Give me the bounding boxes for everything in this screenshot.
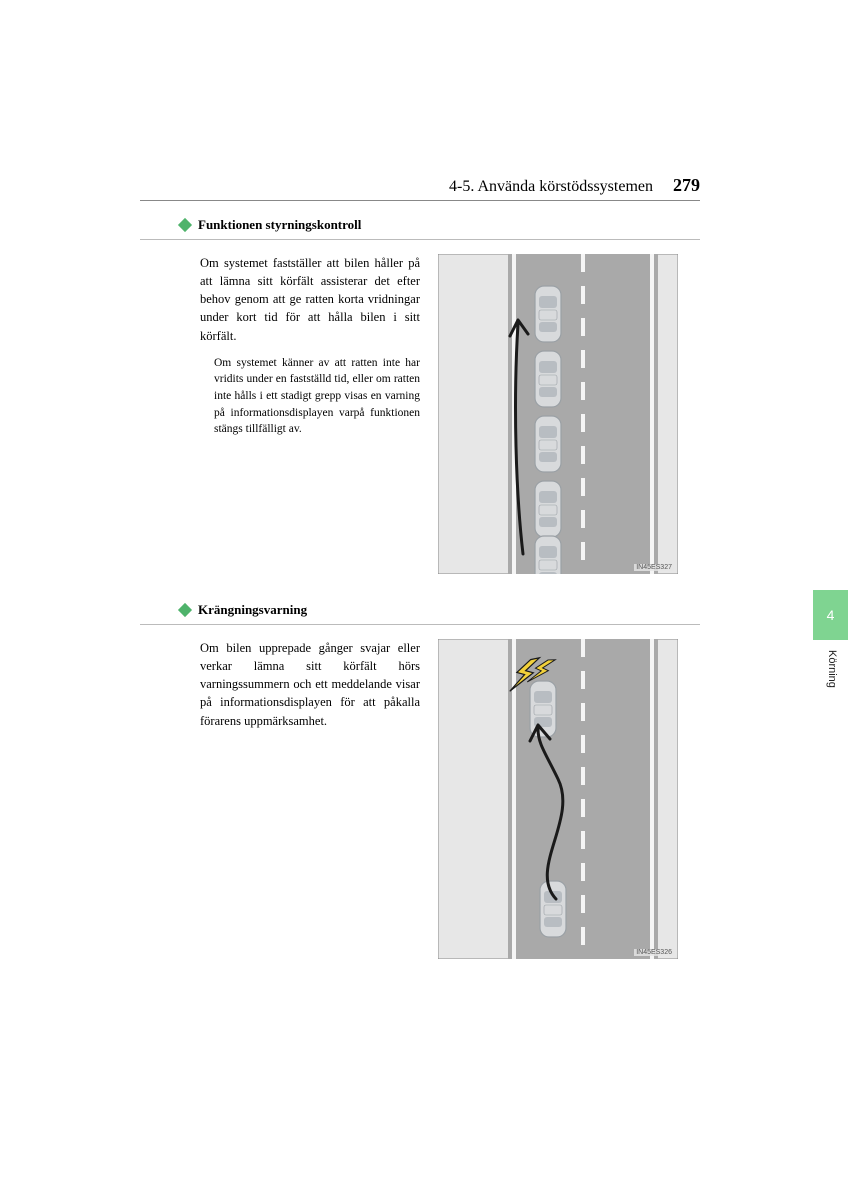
section1-text: Om systemet fastställer att bilen håller… xyxy=(200,254,420,438)
section1-block: Om systemet fastställer att bilen håller… xyxy=(140,254,700,574)
section1-diagram-wrap: IN45ES327 xyxy=(438,254,678,574)
section2-diagram-wrap: IN45ES326 xyxy=(438,639,678,959)
lane-keeping-diagram xyxy=(438,254,678,574)
diamond-icon xyxy=(178,218,192,232)
section-label: 4-5. Använda körstödssystemen xyxy=(449,178,653,196)
chapter-number: 4 xyxy=(827,607,835,623)
diamond-icon xyxy=(178,603,192,617)
section2-para1: Om bilen upprepade gånger svajar eller v… xyxy=(200,639,420,730)
page-number: 279 xyxy=(673,175,700,196)
chapter-tab: 4 xyxy=(813,590,848,640)
image-code-2: IN45ES326 xyxy=(634,949,674,956)
section2-header: Krängningsvarning xyxy=(140,596,700,625)
section1-para2: Om systemet känner av att ratten inte ha… xyxy=(200,355,420,438)
image-code-1: IN45ES327 xyxy=(634,564,674,571)
section1-title: Funktionen styrningskontroll xyxy=(198,217,361,233)
section2-text: Om bilen upprepade gånger svajar eller v… xyxy=(200,639,420,730)
page-header: 4-5. Använda körstödssystemen 279 xyxy=(140,175,700,201)
section1-para1: Om systemet fastställer att bilen håller… xyxy=(200,254,420,345)
sway-warning-diagram xyxy=(438,639,678,959)
section1-header: Funktionen styrningskontroll xyxy=(140,211,700,240)
page-content: 4-5. Använda körstödssystemen 279 Funkti… xyxy=(140,175,700,981)
section2-title: Krängningsvarning xyxy=(198,602,307,618)
chapter-label: Körning xyxy=(826,650,838,688)
section2-block: Om bilen upprepade gånger svajar eller v… xyxy=(140,639,700,959)
